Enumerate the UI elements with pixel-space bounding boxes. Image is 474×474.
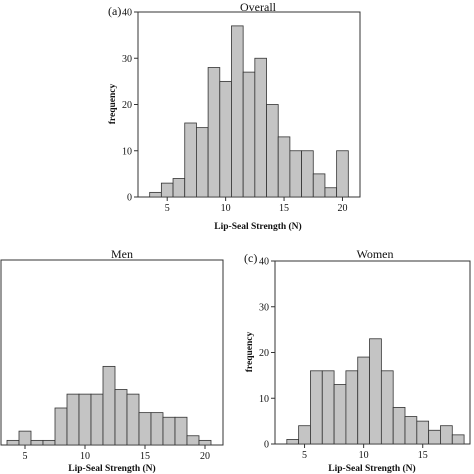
histogram-bar xyxy=(198,439,212,446)
histogram-bar xyxy=(254,57,267,198)
x-tick-label: 15 xyxy=(140,451,150,462)
panel-title-overall: Overall xyxy=(240,0,277,14)
histogram-bar xyxy=(184,122,197,198)
histogram-bar xyxy=(357,356,370,445)
panel-label-a: (a) xyxy=(108,4,121,18)
histogram-bar xyxy=(324,187,338,198)
histogram-bar xyxy=(380,370,394,445)
histogram-bar xyxy=(312,173,326,198)
histogram-bar xyxy=(310,370,323,445)
y-ticks-women: 0 10 20 30 40 xyxy=(259,257,275,451)
y-tick-label: 20 xyxy=(259,348,269,359)
x-ticks-men: 5 10 15 20 xyxy=(23,445,210,462)
panel-title-men: Men xyxy=(111,247,133,261)
panel-overall: (a) Overall frequency Lip-Seal Strength … xyxy=(108,0,361,232)
y-tick-label: 20 xyxy=(122,100,132,111)
histogram-bar xyxy=(160,182,174,198)
histogram-bar xyxy=(404,416,418,445)
histogram-bar xyxy=(102,365,116,446)
y-axis-label-overall: frequency xyxy=(108,84,118,125)
histogram-bar xyxy=(90,393,104,446)
histogram-bar xyxy=(66,393,80,446)
histogram-bar xyxy=(174,416,188,446)
histogram-bar xyxy=(321,370,335,445)
y-tick-label: 40 xyxy=(122,8,132,19)
x-ticks-women: 5 10 15 xyxy=(302,444,428,461)
histogram-bar xyxy=(138,412,152,446)
histogram-bar xyxy=(289,150,302,198)
x-tick-label: 15 xyxy=(418,450,428,461)
histogram-bar xyxy=(78,393,92,446)
x-tick-label: 20 xyxy=(200,451,210,462)
x-axis-label-women: Lip-Seal Strength (N) xyxy=(328,463,415,474)
histogram-bar xyxy=(149,191,162,198)
histogram-bar xyxy=(126,393,140,446)
histogram-bar xyxy=(301,150,314,198)
histogram-bar xyxy=(162,416,176,446)
histogram-bar xyxy=(114,389,128,446)
x-tick-label: 5 xyxy=(302,450,307,461)
histogram-bar xyxy=(336,150,349,198)
panel-label-c: (c) xyxy=(244,251,257,265)
histogram-bar xyxy=(286,439,300,445)
x-tick-label: 15 xyxy=(279,203,289,214)
histogram-bar xyxy=(18,430,32,446)
histogram-bar xyxy=(345,370,359,445)
histogram-bar xyxy=(207,67,221,198)
x-tick-label: 5 xyxy=(23,451,28,462)
y-tick-label: 30 xyxy=(259,302,269,313)
y-ticks-overall: 0 10 20 30 40 xyxy=(122,8,138,204)
histogram-bar xyxy=(277,136,291,198)
histogram-bar xyxy=(172,178,186,198)
histogram-bar xyxy=(42,439,56,446)
histogram-bar xyxy=(54,407,68,446)
y-tick-label: 10 xyxy=(259,394,269,405)
histogram-bar xyxy=(428,429,441,445)
histogram-bar xyxy=(196,127,209,198)
bars-overall xyxy=(149,25,349,198)
y-tick-label: 30 xyxy=(122,54,132,65)
histogram-bar xyxy=(266,104,279,198)
x-tick-label: 10 xyxy=(221,203,231,214)
x-axis-label-overall: Lip-Seal Strength (N) xyxy=(214,221,301,232)
x-tick-label: 5 xyxy=(165,203,170,214)
x-tick-label: 10 xyxy=(359,450,369,461)
histogram-bar xyxy=(231,25,244,198)
x-axis-label-men: Lip-Seal Strength (N) xyxy=(68,463,155,474)
x-ticks-overall: 5 10 15 20 xyxy=(165,197,347,214)
panel-title-women: Women xyxy=(356,247,393,261)
histogram-bar xyxy=(186,435,200,446)
bars-men xyxy=(6,365,212,446)
histogram-bar xyxy=(369,338,382,445)
y-tick-label: 40 xyxy=(259,257,269,268)
histogram-bar xyxy=(392,406,406,445)
panel-men: Men Lip-Seal Strength (N) 5 10 15 20 xyxy=(0,247,224,474)
histogram-bar xyxy=(219,80,232,198)
y-tick-label: 0 xyxy=(127,193,132,204)
histogram-bar xyxy=(242,71,256,198)
histogram-bar xyxy=(6,439,20,446)
histogram-bar xyxy=(150,412,164,446)
histogram-bar xyxy=(451,434,465,445)
histogram-bar xyxy=(440,425,453,445)
histogram-bar xyxy=(30,439,44,446)
y-tick-label: 0 xyxy=(264,440,269,451)
histogram-bar xyxy=(298,425,311,445)
x-tick-label: 20 xyxy=(337,203,347,214)
x-tick-label: 10 xyxy=(80,451,90,462)
histogram-bar xyxy=(333,384,347,445)
y-tick-label: 10 xyxy=(122,146,132,157)
y-axis-label-women: frequency xyxy=(245,332,255,373)
bars-women xyxy=(286,338,465,445)
histogram-bar xyxy=(416,420,430,445)
panel-women: (c) Women frequency Lip-Seal Strength (N… xyxy=(244,247,471,474)
